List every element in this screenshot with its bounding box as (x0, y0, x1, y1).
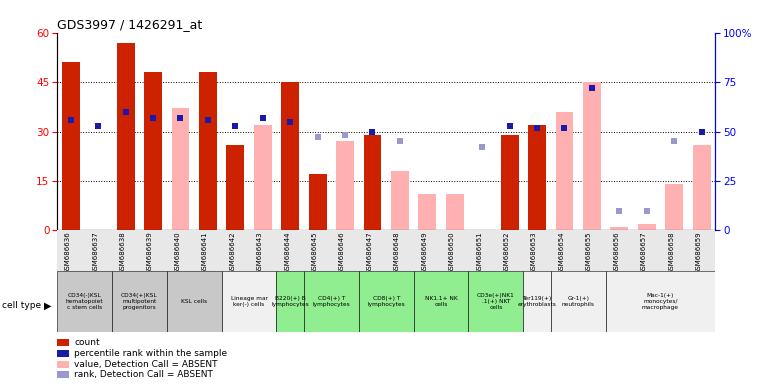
Text: KSL cells: KSL cells (181, 299, 207, 304)
Bar (364, 135, 381, 230)
Bar (583, 82, 601, 230)
Text: B220(+) B
lymphocytes: B220(+) B lymphocytes (272, 296, 309, 307)
Text: GSM686651: GSM686651 (476, 231, 482, 274)
Text: GDS3997 / 1426291_at: GDS3997 / 1426291_at (57, 18, 202, 31)
Text: ▶: ▶ (43, 300, 51, 310)
Bar (610, 227, 629, 230)
Text: GSM686638: GSM686638 (119, 231, 126, 274)
Bar (556, 112, 573, 230)
Text: GSM686646: GSM686646 (339, 231, 345, 274)
Text: CD3e(+)NK1
.1(+) NKT
cells: CD3e(+)NK1 .1(+) NKT cells (477, 293, 514, 310)
Bar (57, 271, 112, 332)
Text: CD8(+) T
lymphocytes: CD8(+) T lymphocytes (368, 296, 405, 307)
Text: GSM686652: GSM686652 (504, 231, 510, 274)
Text: percentile rank within the sample: percentile rank within the sample (74, 349, 228, 358)
Bar (446, 194, 463, 230)
Bar (199, 72, 217, 230)
Text: GSM686637: GSM686637 (92, 231, 98, 274)
Bar (358, 271, 414, 332)
Text: NK1.1+ NK
cells: NK1.1+ NK cells (425, 296, 457, 307)
Text: GSM686647: GSM686647 (367, 231, 372, 274)
Bar (227, 145, 244, 230)
Bar (524, 271, 551, 332)
Bar (171, 108, 189, 230)
Text: GSM686648: GSM686648 (394, 231, 400, 274)
Bar (116, 43, 135, 230)
Text: CD34(-)KSL
hematopoiet
c stem cells: CD34(-)KSL hematopoiet c stem cells (65, 293, 103, 310)
Text: GSM686654: GSM686654 (559, 231, 565, 274)
Text: GSM686649: GSM686649 (422, 231, 428, 274)
Text: GSM686643: GSM686643 (256, 231, 263, 274)
Text: GSM686644: GSM686644 (284, 231, 290, 274)
Text: GSM686642: GSM686642 (229, 231, 235, 274)
Text: count: count (74, 338, 100, 348)
Bar (57, 350, 69, 357)
Bar (282, 82, 299, 230)
Text: GSM686659: GSM686659 (696, 231, 702, 274)
Text: Ter119(+)
erythroblasts: Ter119(+) erythroblasts (517, 296, 556, 307)
Text: GSM686640: GSM686640 (174, 231, 180, 274)
Text: GSM686650: GSM686650 (449, 231, 455, 274)
Bar (221, 271, 276, 332)
Bar (254, 125, 272, 230)
Text: GSM686655: GSM686655 (586, 231, 592, 274)
Bar (276, 271, 304, 332)
Bar (391, 171, 409, 230)
Bar (144, 72, 162, 230)
Text: Gr-1(+)
neutrophils: Gr-1(+) neutrophils (562, 296, 594, 307)
Text: GSM686645: GSM686645 (312, 231, 317, 274)
Text: CD4(+) T
lymphocytes: CD4(+) T lymphocytes (313, 296, 350, 307)
Bar (304, 271, 358, 332)
Text: GSM686656: GSM686656 (613, 231, 619, 274)
Bar (414, 271, 469, 332)
Text: GSM686657: GSM686657 (641, 231, 647, 274)
Text: GSM686658: GSM686658 (668, 231, 674, 274)
Text: GSM686639: GSM686639 (147, 231, 153, 274)
Text: GSM686653: GSM686653 (531, 231, 537, 274)
Bar (419, 194, 436, 230)
Text: Mac-1(+)
monocytes/
macrophage: Mac-1(+) monocytes/ macrophage (642, 293, 679, 310)
Bar (309, 174, 326, 230)
Bar (693, 145, 711, 230)
Text: CD34(+)KSL
multipotent
progenitors: CD34(+)KSL multipotent progenitors (121, 293, 158, 310)
Bar (638, 224, 656, 230)
Text: GSM686636: GSM686636 (65, 231, 71, 274)
Text: value, Detection Call = ABSENT: value, Detection Call = ABSENT (74, 359, 218, 369)
Bar (606, 271, 715, 332)
Text: rank, Detection Call = ABSENT: rank, Detection Call = ABSENT (74, 370, 213, 379)
Bar (57, 371, 69, 378)
Bar (528, 125, 546, 230)
Bar (336, 141, 354, 230)
Bar (57, 339, 69, 346)
Bar (167, 271, 221, 332)
Bar (551, 271, 606, 332)
Bar (62, 62, 80, 230)
Text: GSM686641: GSM686641 (202, 231, 208, 274)
Bar (665, 184, 683, 230)
Bar (112, 271, 167, 332)
Bar (57, 361, 69, 367)
Text: cell type: cell type (2, 301, 40, 310)
Bar (501, 135, 518, 230)
Bar (469, 271, 524, 332)
Text: Lineage mar
ker(-) cells: Lineage mar ker(-) cells (231, 296, 268, 307)
